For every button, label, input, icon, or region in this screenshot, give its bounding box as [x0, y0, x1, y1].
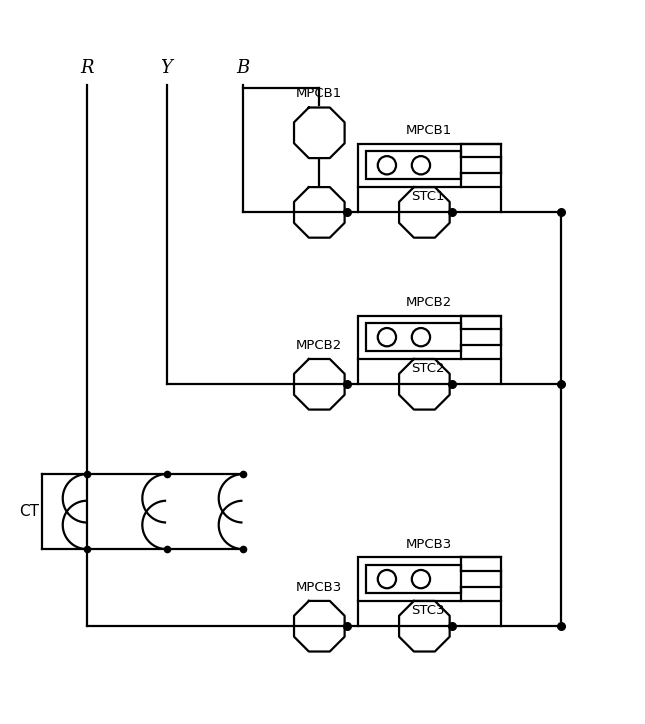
Text: STC1: STC1 [411, 190, 444, 203]
Text: MPCB2: MPCB2 [406, 296, 452, 309]
Bar [366, 565, 461, 593]
Text: STC3: STC3 [411, 604, 444, 617]
Text: MPCB1: MPCB1 [296, 88, 342, 101]
Bar [357, 557, 501, 601]
Text: B: B [236, 59, 250, 77]
Text: CT: CT [19, 504, 39, 519]
Bar [357, 143, 501, 187]
Text: R: R [80, 59, 94, 77]
Bar [357, 316, 501, 359]
Bar [366, 151, 461, 179]
Text: MPCB2: MPCB2 [296, 339, 342, 352]
Bar [366, 324, 461, 351]
Text: MPCB3: MPCB3 [296, 581, 342, 594]
Text: STC2: STC2 [411, 362, 444, 375]
Text: MPCB1: MPCB1 [406, 125, 452, 138]
Text: Y: Y [161, 59, 172, 77]
Text: MPCB3: MPCB3 [406, 538, 452, 551]
